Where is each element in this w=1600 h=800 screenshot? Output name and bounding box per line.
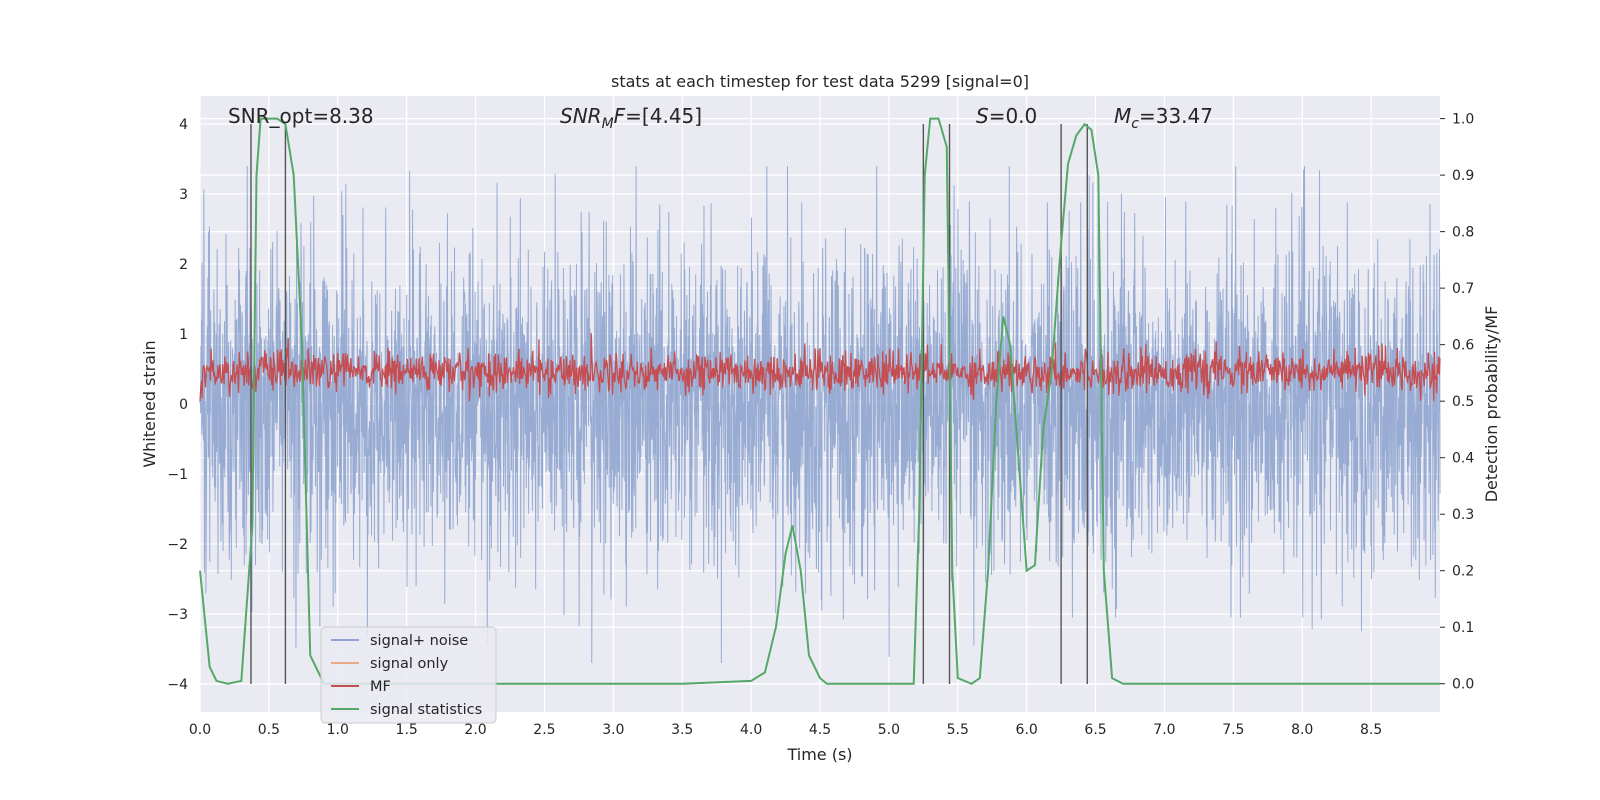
x-tick-label: 0.5 [258, 722, 280, 738]
y-tick-label-right: 0.5 [1452, 394, 1474, 410]
legend-frame [320, 626, 497, 724]
x-tick-label: 4.5 [809, 722, 831, 738]
x-tick-label: 8.5 [1360, 722, 1382, 738]
y-tick-label-left: −3 [167, 607, 188, 623]
y-tick-label-left: 0 [179, 397, 188, 413]
annotation-s: S=0.0 [976, 104, 1037, 128]
x-tick-label: 7.0 [1153, 722, 1175, 738]
y-tick-label-right: 0.1 [1452, 620, 1474, 636]
mf-series [199, 333, 1441, 402]
y-tick-label-right: 0.4 [1452, 451, 1474, 467]
y-tick-label-right: 0.6 [1452, 338, 1474, 354]
annotation-mc: Mc=33.47 [1114, 104, 1213, 132]
signal-noise-line [199, 165, 1441, 664]
x-tick-label: 6.5 [1084, 722, 1106, 738]
chart-title: stats at each timestep for test data 529… [611, 72, 1029, 91]
x-tick-label: 3.5 [671, 722, 693, 738]
y-tick-label-left: −1 [167, 467, 188, 483]
x-axis-label: Time (s) [786, 745, 852, 764]
legend: signal+ noise signal only MF signal stat… [320, 626, 497, 724]
x-tick-label: 5.5 [947, 722, 969, 738]
x-tick-label: 2.0 [464, 722, 486, 738]
y-tick-label-left: 1 [179, 327, 188, 343]
y-tick-label-left: −4 [167, 677, 188, 693]
y-tick-labels-left: −4 −3 −2 −1 0 1 2 3 4 [167, 117, 188, 693]
y-tick-label-left: −2 [167, 537, 188, 553]
x-tick-label: 4.0 [740, 722, 762, 738]
y-axis-label-left: Whitened strain [140, 340, 159, 467]
y-tick-label-right: 0.8 [1452, 225, 1474, 241]
y-tick-label-right: 0.0 [1452, 677, 1474, 693]
y-tick-label-right: 0.7 [1452, 281, 1474, 297]
y-axis-label-right: Detection probability/MF [1482, 306, 1501, 503]
mf-line [199, 333, 1441, 402]
y-tick-label-right: 0.9 [1452, 168, 1474, 184]
y-tick-label-right: 1.0 [1452, 112, 1474, 128]
legend-label-mf: MF [370, 679, 391, 695]
y-tick-labels-right: 0.0 0.1 0.2 0.3 0.4 0.5 0.6 0.7 0.8 0.9 1.0 [1440, 112, 1474, 693]
x-tick-label: 7.5 [1222, 722, 1244, 738]
x-tick-label: 5.0 [878, 722, 900, 738]
signal-statistics-line [199, 117, 1440, 685]
signal-statistics-series [199, 117, 1440, 685]
x-tick-label: 3.0 [602, 722, 624, 738]
x-tick-label: 8.0 [1291, 722, 1313, 738]
y-tick-label-left: 4 [179, 117, 188, 133]
legend-label-signal-noise: signal+ noise [370, 633, 468, 649]
signal-noise-series [199, 165, 1441, 664]
annotation-snr-mf: SNRMF=[4.45] [560, 104, 702, 132]
y-tick-label-right: 0.2 [1452, 564, 1474, 580]
x-tick-label: 0.0 [189, 722, 211, 738]
x-tick-labels: 0.0 0.5 1.0 1.5 2.0 2.5 3.0 3.5 4.0 4.5 5.0 5.5 6.0 6… [189, 722, 1382, 738]
x-tick-label: 2.5 [533, 722, 555, 738]
annotation-snr-opt: SNR_opt=8.38 [228, 104, 374, 128]
legend-label-signal-statistics: signal statistics [370, 702, 482, 718]
y-tick-label-left: 2 [179, 257, 188, 273]
x-tick-label: 1.5 [396, 722, 418, 738]
x-tick-label: 1.0 [327, 722, 349, 738]
y-tick-label-left: 3 [179, 187, 188, 203]
y-tick-label-right: 0.3 [1452, 507, 1474, 523]
legend-label-signal-only: signal only [370, 656, 449, 672]
x-tick-label: 6.0 [1016, 722, 1038, 738]
